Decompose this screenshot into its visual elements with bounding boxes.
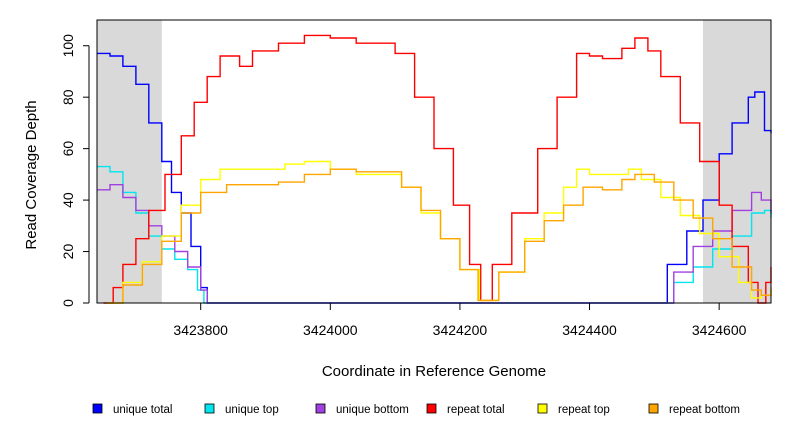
- x-axis-title: Coordinate in Reference Genome: [322, 363, 546, 380]
- y-axis: 0 20 40 60 80 100: [60, 34, 90, 307]
- series-line-unique-total: [97, 52, 772, 304]
- x-tick-label: 3423800: [173, 322, 228, 338]
- x-tick-label: 3424200: [433, 322, 488, 338]
- legend-label-unique-top: unique top: [225, 404, 279, 416]
- series-line-unique-bottom: [97, 184, 772, 304]
- y-tick-label: 80: [60, 89, 76, 105]
- legend-swatch-unique-top: [204, 403, 215, 414]
- legend: unique total unique top unique bottom repea…: [92, 403, 740, 416]
- series-line-unique-top: [97, 165, 772, 304]
- x-tick-label: 3424600: [692, 322, 747, 338]
- legend-label-repeat-top: repeat top: [558, 404, 610, 416]
- y-tick-label: 40: [60, 192, 76, 208]
- legend-label-unique-bottom: unique bottom: [336, 404, 409, 416]
- y-tick-label: 100: [60, 34, 76, 58]
- series-lines: [97, 34, 772, 304]
- legend-swatch-repeat-top: [537, 403, 548, 414]
- series-line-repeat-total: [103, 34, 772, 304]
- legend-swatch-unique-bottom: [315, 403, 326, 414]
- x-tick-label: 3424400: [562, 322, 617, 338]
- series-line-repeat-bottom: [106, 168, 772, 304]
- legend-swatch-repeat-bottom: [648, 403, 659, 414]
- legend-swatch-repeat-total: [426, 403, 437, 414]
- x-tick-label: 3424000: [303, 322, 358, 338]
- y-axis-title: Read Coverage Depth: [23, 100, 40, 249]
- legend-swatch-unique-total: [92, 403, 103, 414]
- legend-label-unique-total: unique total: [113, 404, 172, 416]
- x-axis: 3423800 3424000 3424200 3424400 3424600: [173, 303, 747, 338]
- y-tick-label: 20: [60, 244, 76, 260]
- legend-label-repeat-bottom: repeat bottom: [669, 404, 740, 416]
- legend-label-repeat-total: repeat total: [447, 404, 505, 416]
- y-tick-label: 60: [60, 141, 76, 157]
- shaded-regions: [97, 20, 771, 303]
- y-tick-label: 0: [60, 299, 76, 307]
- shaded-region-1: [97, 20, 162, 303]
- plot-frame: [96, 19, 772, 304]
